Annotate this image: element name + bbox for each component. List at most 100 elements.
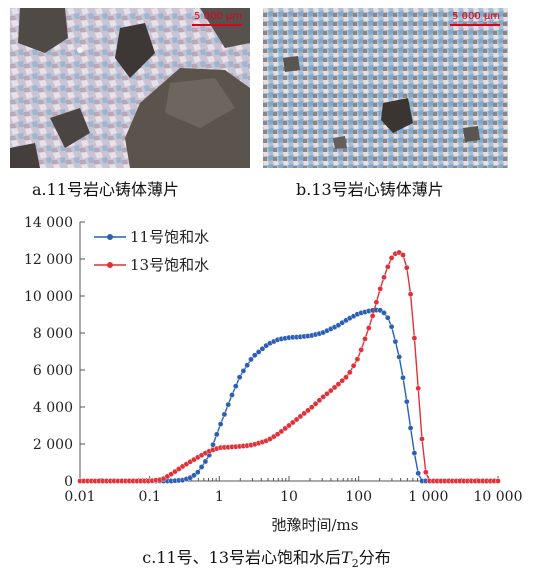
caption-chart-suffix: 分布 <box>358 548 391 567</box>
series-2-point <box>422 469 429 476</box>
series-2-point <box>278 428 285 435</box>
series-1-point <box>251 352 258 358</box>
series-2-point <box>274 431 281 437</box>
caption-chart-prefix: c.11号、13号岩心饱和水后 <box>142 548 342 567</box>
y-tick-label: 6 000 <box>33 363 73 379</box>
caption-chart-symbol: T <box>341 548 352 567</box>
t2-distribution-chart: 0 2 000 4 000 6 000 8 000 10 000 12 000 14 000 0… <box>24 215 523 534</box>
x-tick-label: 10 <box>280 489 298 505</box>
series-1-point <box>259 345 266 352</box>
series-1-point <box>248 356 254 363</box>
series-1-point <box>392 338 399 345</box>
series-1-point <box>236 374 243 380</box>
chart-legend: 11号饱和水 13号饱和水 <box>94 228 209 274</box>
series-2-point <box>297 413 304 420</box>
series-2-point <box>172 468 178 475</box>
chart-axes: 0 2 000 4 000 6 000 8 000 10 000 12 000 14 000 0… <box>24 215 523 505</box>
y-tick-label: 4 000 <box>33 400 73 416</box>
series-2-point <box>362 336 368 342</box>
series-2-point <box>384 264 391 270</box>
x-tick-label: 0.1 <box>139 489 161 505</box>
series-1-point <box>388 323 395 330</box>
series-2-point <box>335 381 342 387</box>
series-2-point <box>312 400 319 407</box>
series-2-point <box>419 436 425 442</box>
caption-micrograph-13: b.13号岩心铸体薄片 <box>296 180 444 199</box>
series-2-point <box>407 291 414 297</box>
x-axis-label: 弛豫时间/ms <box>272 516 359 534</box>
series-2-point <box>350 362 357 369</box>
series-1-point <box>396 354 403 360</box>
series-2-point <box>354 356 361 362</box>
x-tick-label: 0.01 <box>64 489 95 505</box>
series-1-point <box>403 398 410 405</box>
series-2-point <box>411 335 418 341</box>
series-1-point <box>194 469 201 476</box>
scale-label-11: 5 000 μm <box>194 11 242 22</box>
series-2-point <box>327 387 334 394</box>
series-2-point <box>403 264 410 271</box>
series-1-point <box>407 425 414 431</box>
x-tick-label: 100 <box>345 489 372 505</box>
series-1-point <box>198 464 205 470</box>
series-1-point <box>400 374 406 381</box>
series-2-point <box>282 425 289 432</box>
series-2-point <box>415 385 422 392</box>
micrograph-image-11 <box>10 8 250 168</box>
series-2-point <box>324 390 330 397</box>
series-1-point <box>240 368 247 374</box>
caption-chart: c.11号、13号岩心饱和水后T2分布 <box>0 544 533 570</box>
series-1-point <box>202 458 209 465</box>
y-tick-label: 8 000 <box>33 326 73 342</box>
series-2-point <box>331 384 338 391</box>
series-1-point <box>225 401 231 408</box>
series-1-point <box>210 441 216 448</box>
series-1-point <box>229 392 235 398</box>
series-1-point <box>377 307 384 314</box>
series-2-point <box>175 466 182 472</box>
y-tick-label: 14 000 <box>24 215 73 231</box>
series-1-point <box>244 362 250 368</box>
chart-series <box>77 249 501 484</box>
series-2-point <box>346 369 353 376</box>
micrograph-image-13 <box>263 8 508 168</box>
x-tick-label: 10 000 <box>474 489 523 505</box>
series-2-point <box>495 478 501 484</box>
series-2-point <box>365 325 372 331</box>
series-2-point <box>320 394 327 400</box>
series-1-point <box>255 349 262 355</box>
scale-bar-11 <box>192 24 242 26</box>
x-tick-label: 1 000 <box>408 489 448 505</box>
series-1-point <box>381 310 387 316</box>
series-1-point <box>411 450 418 456</box>
series-2-point <box>305 407 311 414</box>
y-tick-label: 0 <box>64 474 73 490</box>
series-2-point <box>293 416 300 423</box>
legend-marker-1 <box>107 234 113 240</box>
caption-chart-subscript: 2 <box>351 557 359 570</box>
series-2-point <box>289 419 296 426</box>
caption-micrograph-11: a.11号岩心铸体薄片 <box>32 180 179 199</box>
y-tick-label: 10 000 <box>24 289 73 305</box>
series-line-2 <box>80 251 498 482</box>
series-2-point <box>316 397 323 404</box>
series-1-point <box>217 421 224 427</box>
series-2-point <box>381 274 387 281</box>
series-2-point <box>358 346 365 353</box>
series-1-point <box>415 470 422 477</box>
series-1-point <box>384 315 391 321</box>
series-2-point <box>377 286 384 292</box>
series-2-point <box>286 422 292 429</box>
legend-marker-2 <box>107 262 113 268</box>
series-2-point <box>388 255 395 261</box>
series-2-point <box>308 404 315 410</box>
scale-bar-13 <box>450 24 500 26</box>
series-1-point <box>191 472 197 479</box>
series-2-point <box>400 252 406 258</box>
series-1-point <box>232 383 239 389</box>
legend-label-2: 13号饱和水 <box>130 256 209 274</box>
series-1-point <box>213 431 220 438</box>
scale-label-13: 5 000 μm <box>452 11 500 22</box>
series-2-point <box>339 377 346 384</box>
series-2-point <box>343 374 349 381</box>
